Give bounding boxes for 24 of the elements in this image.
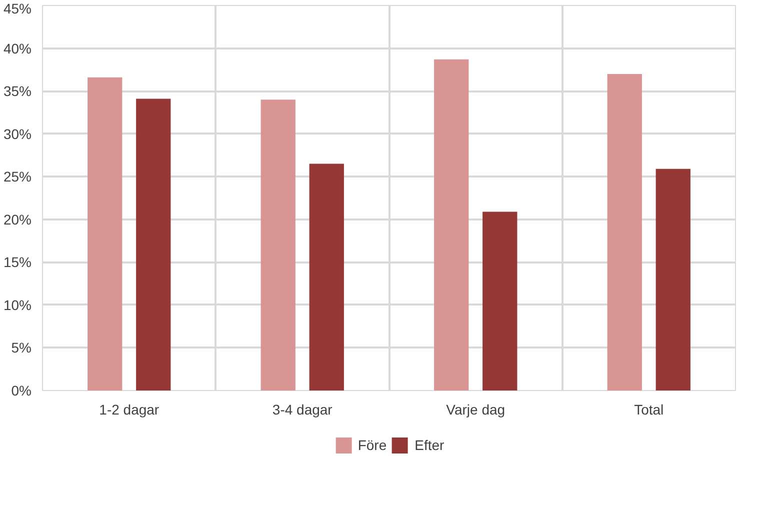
y-tick-label: 25% [3,168,32,185]
y-tick-label: 30% [3,126,32,142]
bar [88,77,122,390]
y-tick-label: 10% [3,296,32,313]
bar [309,164,344,390]
bar [260,100,296,390]
bar [482,212,518,390]
bar [136,98,171,390]
legend-label: Före [358,437,387,453]
y-tick-label: 20% [3,211,32,228]
x-tick-label: 1-2 dagar [99,402,160,418]
y-tick-label: 35% [3,83,32,100]
y-tick-label: 0% [11,382,32,398]
y-tick-label: 15% [3,254,32,270]
legend-label: Efter [414,437,444,453]
y-tick-label: 40% [3,40,32,56]
bar [607,74,642,390]
bar [434,59,469,390]
x-tick-label: Varje dag [446,402,506,418]
y-tick-label: 5% [11,340,32,356]
x-tick-label: Total [634,402,664,418]
y-tick-label: 45% [3,0,32,16]
x-tick-label: 3-4 dagar [272,402,333,418]
bar [656,168,690,390]
